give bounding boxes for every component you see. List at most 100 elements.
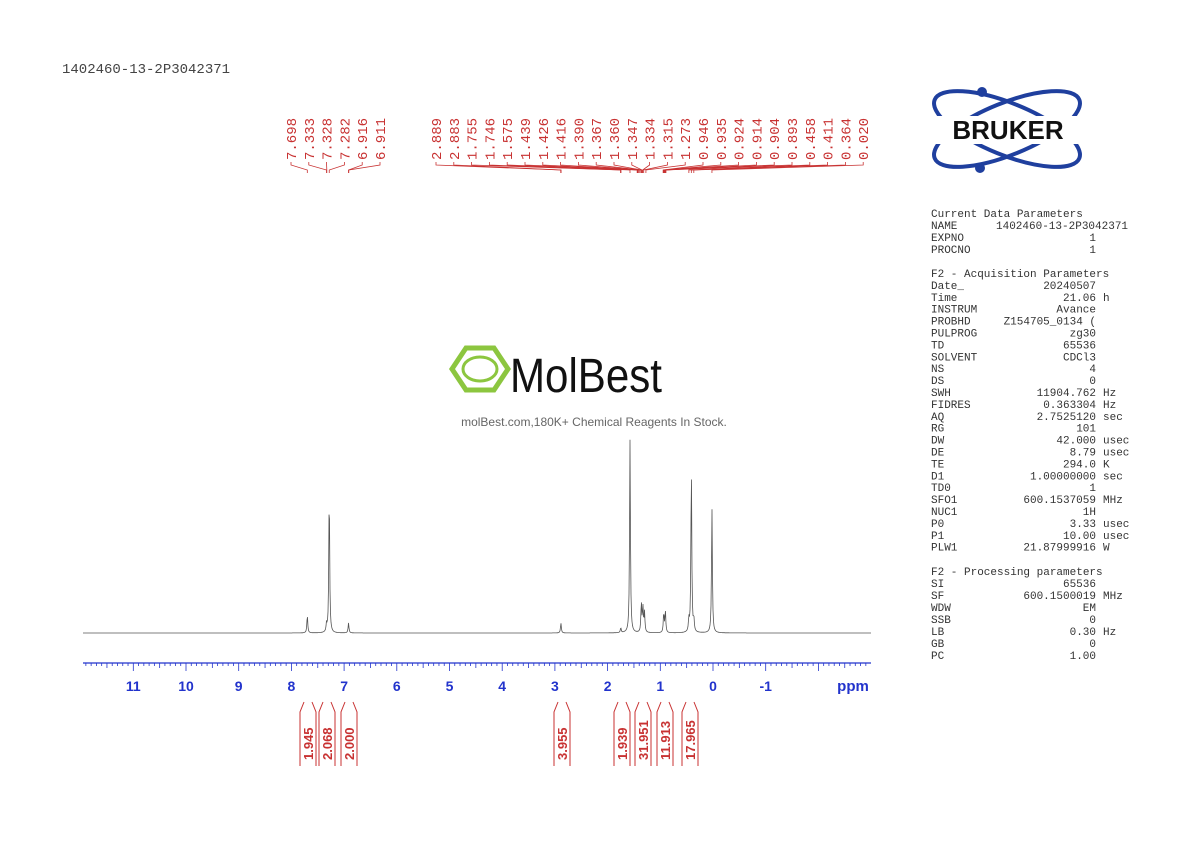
integral-label: 1.939	[615, 727, 630, 760]
peak-label: 0.946	[697, 118, 713, 160]
integral-bracket	[613, 701, 631, 766]
param-label: SWH	[931, 388, 951, 400]
peak-label: 0.935	[715, 118, 731, 160]
watermark: MolBest molBest.com,180K+ Chemical Reage…	[448, 345, 727, 429]
peak-label: 0.411	[822, 118, 838, 160]
param-label: NS	[931, 364, 945, 376]
integral-label: 3.955	[555, 727, 570, 760]
param-unit: sec	[1103, 471, 1123, 483]
param-value: 1.00000000	[1030, 471, 1096, 483]
param-value: 101	[1076, 424, 1096, 436]
peak-label: 2.883	[448, 118, 464, 160]
param-value: 65536	[1063, 340, 1096, 352]
param-heading: F2 - Processing parameters	[931, 567, 1103, 579]
sample-id: 1402460-13-2P3042371	[62, 62, 230, 78]
axis-tick-label: 8	[288, 678, 296, 694]
peak-label: 7.282	[338, 118, 354, 160]
param-value: 0	[1089, 639, 1096, 651]
param-value: 0.30	[1070, 627, 1096, 639]
param-value: 2.7525120	[1037, 412, 1096, 424]
param-label: SFO1	[931, 495, 958, 507]
param-unit: Hz	[1103, 400, 1116, 412]
peak-label: 1.416	[555, 118, 571, 160]
param-value: 0	[1089, 376, 1096, 388]
peak-connector	[631, 162, 643, 173]
peak-label: 1.315	[661, 118, 677, 160]
integral-label: 31.951	[636, 720, 651, 760]
param-value: 1.00	[1070, 651, 1096, 663]
param-heading: Current Data Parameters	[931, 209, 1083, 221]
peak-connector	[693, 162, 846, 173]
peak-connector	[453, 162, 562, 173]
param-unit: Hz	[1103, 627, 1116, 639]
param-value: 11904.762	[1037, 388, 1096, 400]
integral-label: 2.068	[320, 727, 335, 760]
param-value: 8.79	[1070, 448, 1096, 460]
param-label: RG	[931, 424, 944, 436]
peak-connector	[328, 162, 345, 173]
axis-tick-label: 6	[393, 678, 401, 694]
integral-label: 2.000	[342, 727, 357, 760]
param-value: CDCl3	[1063, 352, 1096, 364]
param-value: 1H	[1083, 507, 1096, 519]
integral-label: 17.965	[683, 720, 698, 760]
peak-connector	[506, 162, 631, 173]
param-unit: MHz	[1103, 591, 1123, 603]
peak-connector	[308, 162, 327, 173]
param-unit: K	[1103, 459, 1110, 471]
param-label: LB	[931, 627, 945, 639]
axis-tick-label: -1	[759, 678, 772, 694]
peak-label: 1.334	[644, 118, 660, 160]
peak-label: 7.698	[285, 118, 301, 160]
integral-bracket	[634, 701, 652, 766]
peak-label: 1.426	[537, 118, 553, 160]
param-value: EM	[1083, 603, 1096, 615]
axis-tick-label: 7	[340, 678, 348, 694]
integral-label: 1.945	[301, 727, 316, 760]
param-label: EXPNO	[931, 233, 964, 245]
param-value: 4	[1089, 364, 1096, 376]
axis-tick-label: 3	[551, 678, 559, 694]
peak-label: 1.390	[572, 118, 588, 160]
param-unit: usec	[1103, 519, 1129, 531]
param-value: 0	[1089, 615, 1096, 627]
param-value: 20240507	[1043, 281, 1096, 293]
peak-connector	[711, 162, 864, 173]
integral-bracket	[681, 701, 699, 766]
peak-label: 1.273	[679, 118, 695, 160]
axis-tick-label: 2	[604, 678, 612, 694]
peak-connector	[663, 162, 722, 173]
param-label: PROBHD	[931, 317, 971, 329]
param-label: P1	[931, 531, 945, 543]
param-label: DS	[931, 376, 945, 388]
param-unit: MHz	[1103, 495, 1123, 507]
peak-label: 0.364	[839, 118, 855, 160]
peak-label: 0.904	[768, 118, 784, 160]
axis-tick-label: 5	[446, 678, 454, 694]
param-label: FIDRES	[931, 400, 971, 412]
param-label: PULPROG	[931, 329, 977, 341]
param-value: zg30	[1070, 329, 1096, 341]
peak-label: 1.746	[483, 118, 499, 160]
integral-bracket	[340, 701, 358, 766]
param-label: Date_	[931, 281, 964, 293]
param-label: PC	[931, 651, 945, 663]
peak-label: 7.328	[321, 118, 337, 160]
param-label: GB	[931, 639, 945, 651]
param-value: 21.06	[1063, 293, 1096, 305]
peak-connector	[643, 162, 668, 173]
param-label: DW	[931, 436, 945, 448]
param-label: INSTRUM	[931, 305, 977, 317]
param-label: PLW1	[931, 543, 958, 555]
peak-connector	[664, 162, 757, 173]
peak-connector	[613, 162, 642, 173]
peak-label: 1.439	[519, 118, 535, 160]
param-label: SSB	[931, 615, 951, 627]
param-label: Time	[931, 293, 957, 305]
param-label: TD0	[931, 483, 951, 495]
param-label: SI	[931, 579, 944, 591]
integral-bracket	[299, 701, 317, 766]
bruker-logo: BRUKER	[926, 87, 1090, 173]
axis-tick-label: 1	[656, 678, 664, 694]
param-value: Z154705_0134 (	[1004, 317, 1096, 329]
